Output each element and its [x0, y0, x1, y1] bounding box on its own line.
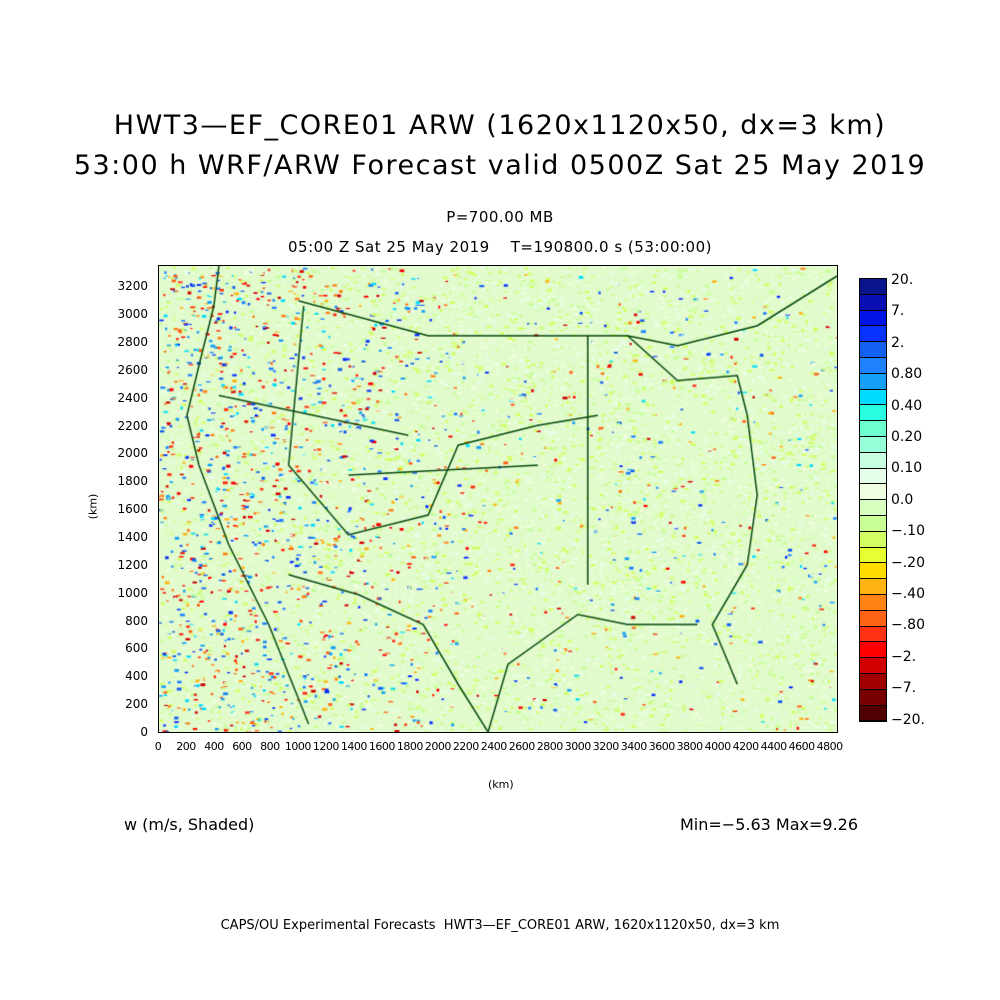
- x-tick-label: 1600: [368, 740, 396, 753]
- colorbar-swatch: [860, 436, 886, 453]
- x-tick-label: 1400: [340, 740, 368, 753]
- footer-credit: CAPS/OU Experimental Forecasts HWT3—EF_C…: [220, 918, 780, 933]
- colorbar-swatch: [860, 342, 886, 358]
- x-tick-label: 3400: [620, 740, 648, 753]
- y-tick-label: 2400: [117, 390, 148, 405]
- colorbar-label: 0.80: [891, 366, 923, 383]
- colorbar-swatch: [860, 326, 886, 343]
- x-tick-label: 4600: [788, 740, 816, 753]
- colorbar-swatch: [860, 357, 886, 374]
- colorbar-label: −.40: [891, 586, 925, 602]
- x-tick-label: 3800: [676, 740, 704, 753]
- y-tick-label: 200: [125, 697, 148, 712]
- y-tick-label: 3200: [117, 279, 148, 294]
- y-tick-label: 3000: [117, 307, 148, 322]
- colorbar-swatch: [860, 484, 886, 501]
- colorbar-swatch: [860, 642, 886, 659]
- colorbar-swatch: [860, 610, 886, 627]
- x-tick-label: 400: [204, 740, 224, 753]
- colorbar-label: −2.: [891, 648, 917, 665]
- colorbar-swatch: [860, 405, 886, 422]
- colorbar-label: −.10: [891, 523, 925, 540]
- x-tick-label: 1800: [396, 740, 424, 753]
- x-tick-label: 2800: [536, 740, 564, 753]
- colorbar-swatch: [860, 468, 886, 485]
- x-tick-label: 4000: [704, 740, 732, 753]
- y-tick-label: 800: [125, 613, 148, 628]
- x-tick-label: 2000: [424, 740, 452, 753]
- y-tick-label: 2800: [117, 335, 148, 349]
- colorbar-label: 0.20: [891, 429, 923, 445]
- x-tick-label: 3600: [648, 740, 676, 753]
- colorbar-label: 2.: [891, 334, 905, 351]
- x-tick-label: 800: [260, 740, 280, 753]
- colorbar-swatch: [860, 563, 886, 580]
- colorbar-swatch: [860, 279, 886, 295]
- colorbar-swatch: [860, 705, 886, 722]
- title-line-1: HWT3—EF_CORE01 ARW (1620x1120x50, dx=3 k…: [113, 110, 887, 141]
- y-tick-label: 600: [125, 641, 148, 656]
- colorbar-swatch: [860, 421, 886, 437]
- colorbar-swatch: [860, 594, 886, 611]
- x-tick-label: 600: [232, 740, 252, 753]
- y-tick-label: 0: [140, 725, 148, 739]
- y-tick-label: 2200: [117, 418, 148, 433]
- colorbar-swatch: [860, 373, 886, 390]
- pressure-level: P=700.00 MB: [446, 208, 554, 226]
- y-tick-label: 1400: [117, 530, 148, 544]
- x-tick-label: 4400: [760, 740, 788, 753]
- x-tick-label: 3000: [564, 740, 592, 753]
- colorbar-label: −.20: [891, 554, 925, 571]
- y-tick-label: 1200: [117, 557, 148, 572]
- colorbar-label: 7.: [891, 303, 905, 320]
- colorbar-swatch: [860, 579, 886, 595]
- y-axis-label: (km): [86, 493, 100, 520]
- colorbar-swatch: [860, 515, 886, 532]
- x-tick-label: 4800: [816, 740, 844, 753]
- y-tick-label: 1000: [117, 585, 148, 600]
- vertical-velocity-map: [158, 265, 838, 733]
- colorbar-label: −.80: [891, 617, 925, 634]
- colorbar-swatch: [860, 294, 886, 311]
- x-tick-label: 2600: [508, 740, 536, 753]
- y-tick-label: 1600: [117, 502, 148, 517]
- valid-time: 05:00 Z Sat 25 May 2019 T=190800.0 s (53…: [287, 238, 712, 256]
- x-tick-label: 3200: [592, 740, 620, 753]
- colorbar: [859, 278, 887, 723]
- x-tick-label: 2200: [452, 740, 480, 753]
- colorbar-label: 0.0: [891, 491, 914, 508]
- x-tick-label: 4200: [732, 740, 760, 753]
- y-tick-label: 400: [125, 669, 148, 684]
- colorbar-label: 0.40: [891, 397, 923, 414]
- min-max-label: Min=−5.63 Max=9.26: [680, 815, 859, 834]
- colorbar-swatch: [860, 310, 886, 327]
- colorbar-swatch: [860, 452, 886, 469]
- colorbar-label: −20.: [891, 711, 925, 728]
- colorbar-label: −7.: [891, 680, 917, 697]
- colorbar-swatch: [860, 673, 886, 690]
- x-tick-label: 200: [176, 740, 196, 753]
- x-axis-label: (km): [488, 778, 514, 791]
- y-tick-label: 1800: [117, 474, 148, 489]
- x-tick-label: 1200: [312, 740, 340, 753]
- colorbar-swatch: [860, 658, 886, 674]
- colorbar-label: 0.10: [891, 460, 923, 477]
- colorbar-swatch: [860, 389, 886, 406]
- colorbar-swatch: [860, 531, 886, 548]
- colorbar-swatch: [860, 500, 886, 516]
- x-tick-label: 0: [154, 740, 162, 753]
- title-line-2: 53:00 h WRF/ARW Forecast valid 0500Z Sat…: [73, 150, 927, 181]
- colorbar-swatch: [860, 547, 886, 564]
- colorbar-swatch: [860, 626, 886, 643]
- x-tick-label: 2400: [480, 740, 508, 753]
- variable-label: w (m/s, Shaded): [124, 815, 255, 834]
- colorbar-swatch: [860, 689, 886, 706]
- x-tick-label: 1000: [284, 740, 312, 753]
- y-tick-label: 2600: [117, 362, 148, 377]
- y-tick-label: 2000: [117, 446, 148, 461]
- colorbar-label: 20.: [891, 272, 914, 288]
